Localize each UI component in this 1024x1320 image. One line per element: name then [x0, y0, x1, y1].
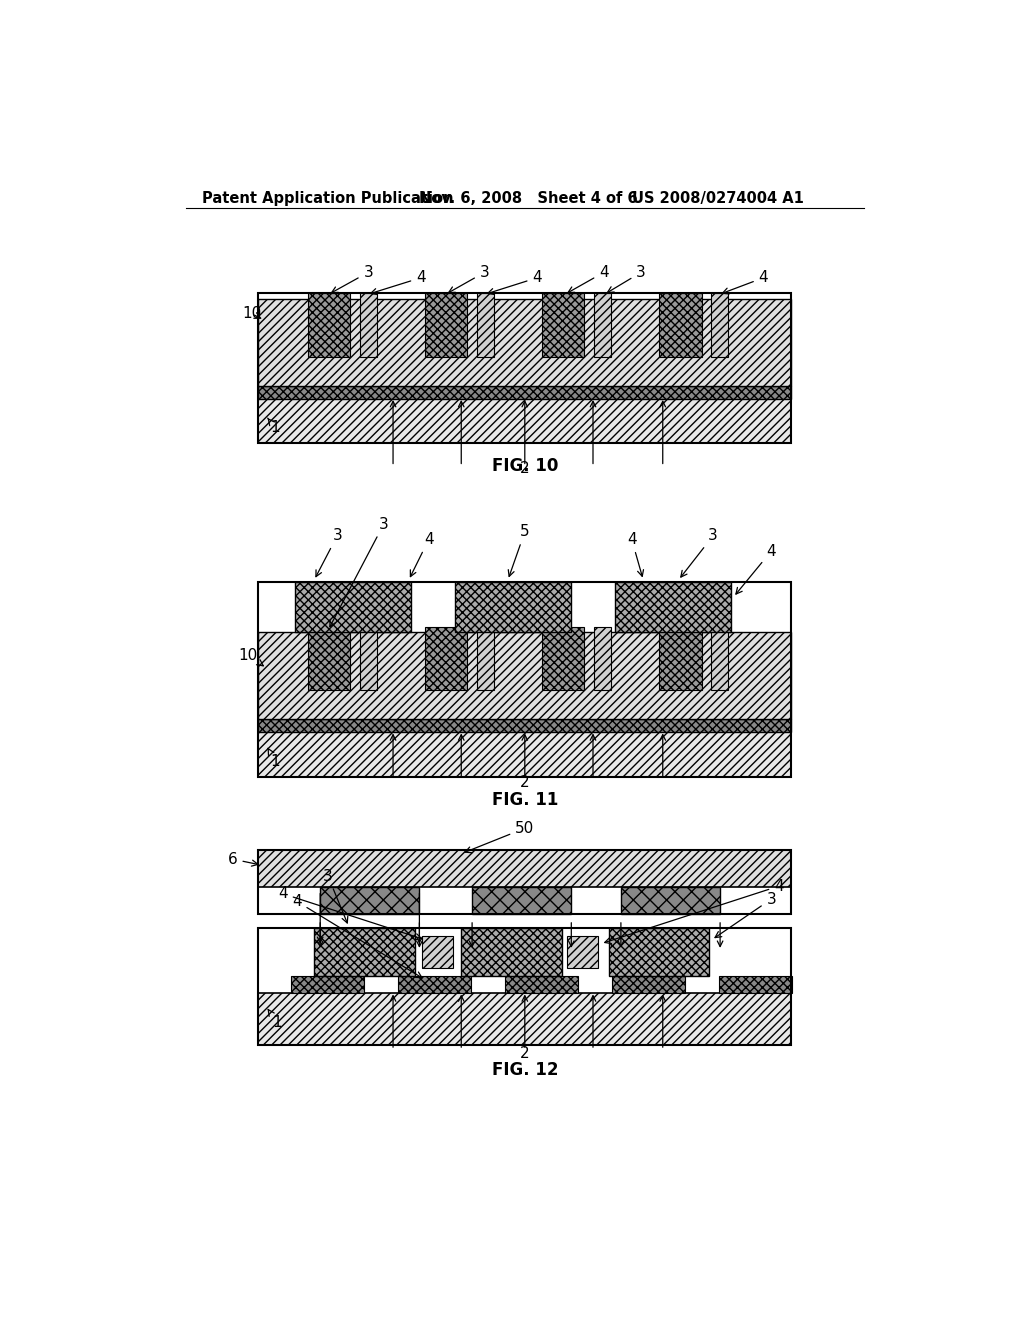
Text: 4: 4 — [627, 532, 643, 577]
Bar — [711, 293, 728, 358]
Text: 5: 5 — [508, 524, 529, 577]
Text: 4: 4 — [723, 271, 768, 294]
Text: 3: 3 — [330, 516, 389, 627]
Bar — [308, 293, 350, 358]
Bar — [608, 928, 710, 977]
Bar — [314, 928, 415, 977]
Text: US 2008/0274004 A1: US 2008/0274004 A1 — [632, 191, 804, 206]
Text: 4: 4 — [605, 879, 783, 944]
Bar — [594, 627, 611, 690]
Bar — [658, 627, 701, 690]
Text: 4: 4 — [371, 271, 426, 294]
Text: FIG. 10: FIG. 10 — [492, 457, 558, 475]
Bar — [614, 582, 731, 632]
Bar — [258, 928, 792, 1045]
Bar — [291, 977, 365, 993]
Bar — [542, 627, 585, 690]
Text: FIG. 11: FIG. 11 — [492, 791, 558, 809]
Bar — [425, 293, 467, 358]
Bar — [359, 627, 377, 690]
Text: 4: 4 — [487, 271, 542, 294]
Text: 2: 2 — [520, 1045, 529, 1061]
Bar — [611, 977, 685, 993]
Text: 3: 3 — [681, 528, 718, 577]
Text: FIG. 12: FIG. 12 — [492, 1061, 558, 1078]
Bar — [258, 850, 792, 913]
Text: 4: 4 — [736, 544, 776, 594]
Text: 50: 50 — [465, 821, 535, 853]
Bar — [477, 627, 494, 690]
Bar — [321, 887, 420, 913]
Bar — [621, 887, 720, 913]
Bar — [567, 936, 598, 969]
Text: Nov. 6, 2008   Sheet 4 of 6: Nov. 6, 2008 Sheet 4 of 6 — [419, 191, 637, 206]
Text: 1: 1 — [267, 418, 280, 436]
Bar — [258, 733, 792, 776]
Text: Patent Application Publication: Patent Application Publication — [202, 191, 454, 206]
Text: 4: 4 — [568, 265, 608, 293]
Bar — [472, 887, 571, 913]
Bar — [258, 293, 792, 444]
Text: 4: 4 — [292, 894, 422, 978]
Text: 10: 10 — [239, 648, 263, 665]
Bar — [542, 293, 585, 358]
Text: 1: 1 — [268, 748, 280, 768]
Bar — [258, 399, 792, 444]
Text: 4: 4 — [279, 886, 422, 940]
Bar — [719, 977, 793, 993]
Bar — [658, 293, 701, 358]
Bar — [505, 977, 579, 993]
Bar — [455, 582, 571, 632]
Text: 3: 3 — [332, 265, 373, 293]
Text: 3: 3 — [715, 891, 776, 937]
Bar — [425, 627, 467, 690]
Bar — [308, 627, 350, 690]
Text: 3: 3 — [316, 528, 342, 577]
Bar — [711, 627, 728, 690]
Bar — [422, 936, 453, 969]
Bar — [594, 293, 611, 358]
Bar — [258, 298, 792, 385]
Bar — [359, 293, 377, 358]
Bar — [258, 632, 792, 719]
Bar — [295, 582, 411, 632]
Bar — [258, 582, 792, 776]
Text: 1: 1 — [268, 1010, 282, 1030]
Text: 10: 10 — [243, 306, 261, 322]
Bar — [258, 719, 792, 733]
Bar — [461, 928, 562, 977]
Bar — [258, 850, 792, 887]
Text: 6: 6 — [227, 851, 258, 867]
Text: 3: 3 — [607, 265, 646, 293]
Text: 3: 3 — [449, 265, 489, 293]
Text: 2: 2 — [520, 461, 529, 477]
Bar — [477, 293, 494, 358]
Bar — [258, 993, 792, 1045]
Text: 2: 2 — [520, 775, 529, 791]
Text: 4: 4 — [411, 532, 433, 577]
Bar — [258, 385, 792, 399]
Text: 3: 3 — [324, 869, 348, 923]
Bar — [397, 977, 471, 993]
